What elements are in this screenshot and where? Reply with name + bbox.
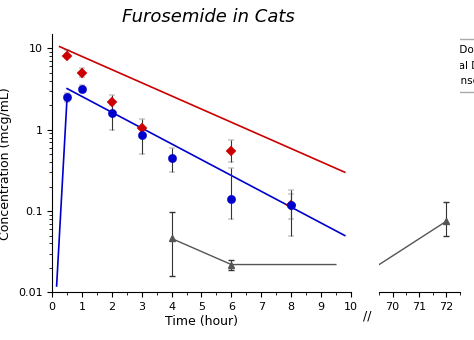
Legend: IV Dose, Oral Dose, Transdermal Dose: IV Dose, Oral Dose, Transdermal Dose bbox=[410, 39, 474, 92]
Text: Furosemide in Cats: Furosemide in Cats bbox=[122, 8, 295, 27]
Text: //: // bbox=[363, 310, 371, 323]
Y-axis label: Concentration (mcg/mL): Concentration (mcg/mL) bbox=[0, 87, 12, 240]
X-axis label: Time (hour): Time (hour) bbox=[165, 315, 238, 328]
